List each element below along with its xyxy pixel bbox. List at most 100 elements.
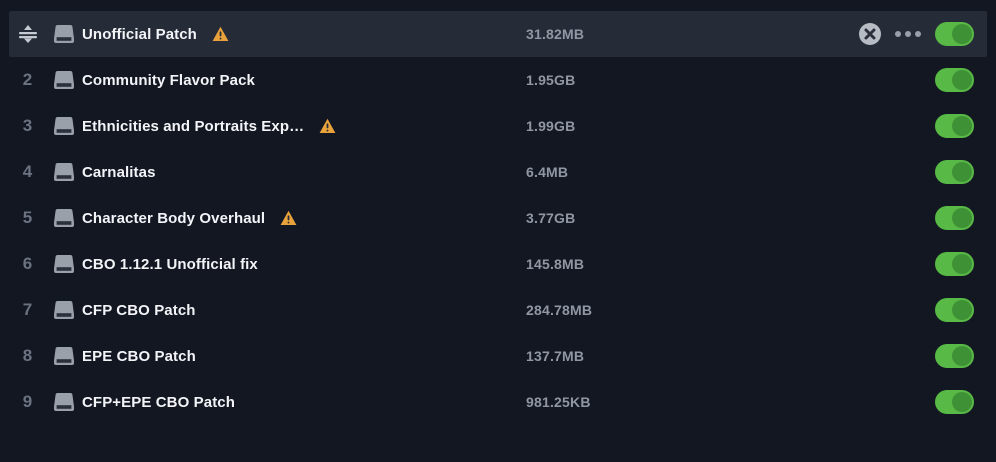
row-controls xyxy=(935,390,987,414)
mod-name: EPE CBO Patch xyxy=(82,347,196,365)
toggle-knob xyxy=(952,208,972,228)
row-index-cell: 3 xyxy=(9,116,46,136)
mod-list: 1 Unofficial Patch xyxy=(9,11,987,425)
mod-row[interactable]: 9 CFP+EPE CBO Patch xyxy=(9,379,987,425)
row-index: 8 xyxy=(22,346,33,365)
local-mod-cell xyxy=(46,299,82,321)
mod-size: 137.7MB xyxy=(526,348,585,364)
drive-icon xyxy=(52,115,76,137)
mod-name: Unofficial Patch xyxy=(82,25,197,43)
row-index: 4 xyxy=(22,162,33,181)
mod-enabled-toggle[interactable] xyxy=(935,298,974,322)
row-index: 5 xyxy=(22,208,33,227)
remove-mod-icon[interactable] xyxy=(858,22,882,46)
mod-row[interactable]: 5 Character Body Overhaul xyxy=(9,195,987,241)
toggle-knob xyxy=(952,116,972,136)
mod-enabled-toggle[interactable] xyxy=(935,160,974,184)
mod-name-cell: Carnalitas xyxy=(82,164,526,181)
row-controls xyxy=(935,68,987,92)
mod-enabled-toggle[interactable] xyxy=(935,22,974,46)
mod-name-cell: CBO 1.12.1 Unofficial fix xyxy=(82,256,526,273)
drive-icon xyxy=(52,391,76,413)
row-index-cell: 6 xyxy=(9,254,46,274)
drive-icon xyxy=(52,161,76,183)
mod-row[interactable]: 1 Unofficial Patch xyxy=(9,11,987,57)
mod-name: Community Flavor Pack xyxy=(82,71,255,89)
mod-size: 6.4MB xyxy=(526,164,569,180)
mod-name-cell: Character Body Overhaul xyxy=(82,210,526,227)
row-controls xyxy=(935,344,987,368)
toggle-knob xyxy=(952,254,972,274)
mod-enabled-toggle[interactable] xyxy=(935,390,974,414)
local-mod-cell xyxy=(46,207,82,229)
mod-enabled-toggle[interactable] xyxy=(935,344,974,368)
row-index: 3 xyxy=(22,116,33,135)
row-controls xyxy=(935,114,987,138)
local-mod-cell xyxy=(46,345,82,367)
drive-icon xyxy=(52,207,76,229)
warning-icon[interactable] xyxy=(212,26,229,42)
mod-row[interactable]: 7 CFP CBO Patch xyxy=(9,287,987,333)
mod-name-cell: Community Flavor Pack xyxy=(82,72,526,89)
row-index-cell: 9 xyxy=(9,392,46,412)
row-index: 6 xyxy=(22,254,33,273)
mod-size: 1.99GB xyxy=(526,118,576,134)
mod-row[interactable]: 2 Community Flavor Pack xyxy=(9,57,987,103)
drive-icon xyxy=(52,69,76,91)
mod-row[interactable]: 8 EPE CBO Patch xyxy=(9,333,987,379)
toggle-knob xyxy=(952,24,972,44)
mod-size: 145.8MB xyxy=(526,256,585,272)
mod-row[interactable]: 3 Ethnicities and Portraits Exp… xyxy=(9,103,987,149)
row-index-cell: 4 xyxy=(9,162,46,182)
mod-name-cell: Ethnicities and Portraits Exp… xyxy=(82,118,526,135)
toggle-knob xyxy=(952,300,972,320)
toggle-knob xyxy=(952,392,972,412)
mod-name: Ethnicities and Portraits Exp… xyxy=(82,117,305,135)
row-controls xyxy=(935,206,987,230)
row-index-cell: 1 xyxy=(9,23,46,45)
mod-size: 31.82MB xyxy=(526,26,585,42)
mod-name-cell: Unofficial Patch xyxy=(82,26,526,43)
mod-enabled-toggle[interactable] xyxy=(935,68,974,92)
mod-size: 3.77GB xyxy=(526,210,576,226)
row-index: 2 xyxy=(22,70,33,89)
mod-name: Character Body Overhaul xyxy=(82,209,266,227)
local-mod-cell xyxy=(46,23,82,45)
row-controls xyxy=(935,298,987,322)
row-controls xyxy=(935,160,987,184)
local-mod-cell xyxy=(46,161,82,183)
row-index: 9 xyxy=(22,392,33,411)
local-mod-cell xyxy=(46,69,82,91)
mod-name-cell: CFP CBO Patch xyxy=(82,302,526,319)
drag-handle-icon[interactable] xyxy=(17,23,39,45)
mod-enabled-toggle[interactable] xyxy=(935,206,974,230)
mod-size: 284.78MB xyxy=(526,302,593,318)
toggle-knob xyxy=(952,162,972,182)
row-index: 7 xyxy=(22,300,33,319)
drive-icon xyxy=(52,299,76,321)
mod-name: CFP+EPE CBO Patch xyxy=(82,393,235,411)
row-index-cell: 2 xyxy=(9,70,46,90)
more-options-icon[interactable] xyxy=(894,22,922,46)
mod-size: 981.25KB xyxy=(526,394,591,410)
mod-size: 1.95GB xyxy=(526,72,576,88)
local-mod-cell xyxy=(46,115,82,137)
mod-row[interactable]: 6 CBO 1.12.1 Unofficial fix xyxy=(9,241,987,287)
mod-name: CFP CBO Patch xyxy=(82,301,196,319)
drive-icon xyxy=(52,345,76,367)
drive-icon xyxy=(52,253,76,275)
row-index-cell: 5 xyxy=(9,208,46,228)
mod-row[interactable]: 4 Carnalitas xyxy=(9,149,987,195)
mod-enabled-toggle[interactable] xyxy=(935,252,974,276)
mod-name-cell: EPE CBO Patch xyxy=(82,348,526,365)
warning-icon[interactable] xyxy=(319,118,336,134)
toggle-knob xyxy=(952,70,972,90)
mod-enabled-toggle[interactable] xyxy=(935,114,974,138)
drive-icon xyxy=(52,23,76,45)
mod-name-cell: CFP+EPE CBO Patch xyxy=(82,394,526,411)
local-mod-cell xyxy=(46,253,82,275)
warning-icon[interactable] xyxy=(280,210,297,226)
mod-name: CBO 1.12.1 Unofficial fix xyxy=(82,255,258,273)
toggle-knob xyxy=(952,346,972,366)
row-index-cell: 8 xyxy=(9,346,46,366)
